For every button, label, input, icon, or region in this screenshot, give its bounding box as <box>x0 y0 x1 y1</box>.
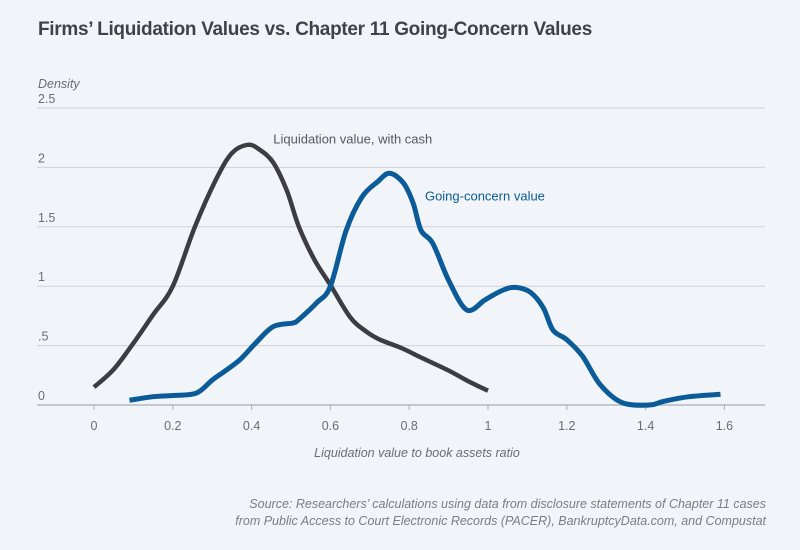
x-tick-label: 0.2 <box>164 419 181 433</box>
chart-title: Firms’ Liquidation Values vs. Chapter 11… <box>38 19 592 40</box>
x-tick-label: 0.8 <box>401 419 418 433</box>
x-tick-label: 1.6 <box>716 419 733 433</box>
gridlines <box>37 107 765 406</box>
x-tick-label: 0 <box>91 419 98 433</box>
source-note: Source: Researchers’ calculations using … <box>235 496 766 530</box>
source-line-2: from Public Access to Court Electronic R… <box>235 514 766 528</box>
x-tick-label: 1 <box>485 419 492 433</box>
y-tick-label: 0 <box>38 389 45 403</box>
y-tick-label: .5 <box>38 330 48 344</box>
going-concern-value-label: Going-concern value <box>425 189 545 204</box>
x-ticks: 0 0.2 0.4 0.6 0.8 1 1.2 1.4 1.6 <box>91 405 733 433</box>
y-tick-label: 2.5 <box>38 92 55 106</box>
y-tick-label: 2 <box>38 151 45 165</box>
x-tick-label: 1.4 <box>637 419 654 433</box>
liquidation-value-label: Liquidation value, with cash <box>273 132 432 147</box>
x-axis-label: Liquidation value to book assets ratio <box>314 446 520 460</box>
x-tick-label: 0.4 <box>243 419 260 433</box>
series-labels: Liquidation value, with cash Going-concer… <box>273 132 545 204</box>
series-lines <box>92 142 721 408</box>
y-axis-label: Density <box>38 77 80 91</box>
y-tick-label: 1.5 <box>38 211 55 225</box>
y-tick-labels: 0 .5 1 1.5 2 2.5 <box>38 92 55 403</box>
liquidation-value-line <box>92 142 489 393</box>
y-tick-label: 1 <box>38 270 45 284</box>
going-concern-value-line <box>129 170 721 408</box>
source-line-1: Source: Researchers’ calculations using … <box>249 497 766 511</box>
x-tick-label: 0.6 <box>322 419 339 433</box>
x-tick-label: 1.2 <box>558 419 575 433</box>
